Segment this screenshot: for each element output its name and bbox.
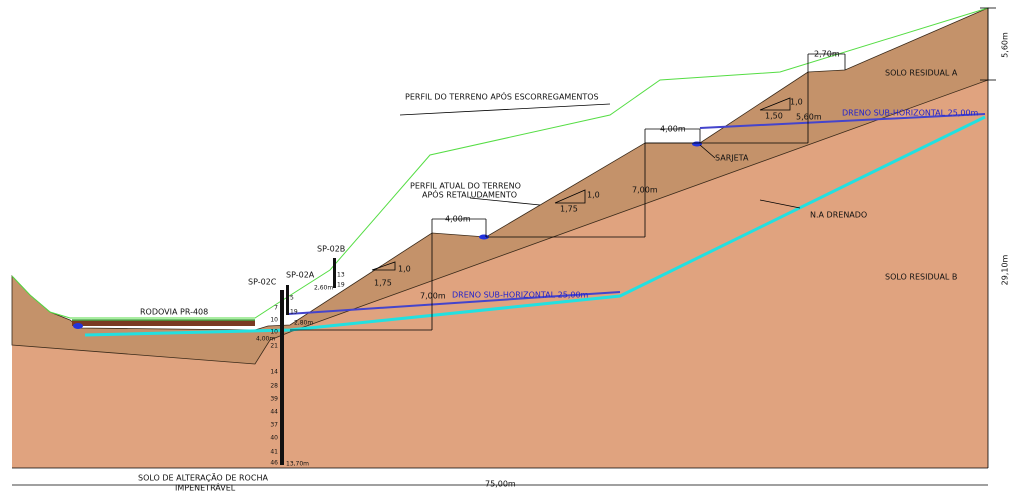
borehole <box>280 290 284 465</box>
slope-h: 1,75 <box>560 205 578 214</box>
old-profile <box>11 7 989 319</box>
water-table <box>84 115 986 337</box>
gutter-label: SARJETA <box>715 154 749 163</box>
slope-v: 1,0 <box>587 191 600 200</box>
drain <box>699 113 986 129</box>
spt-value: 7 <box>274 305 278 312</box>
slope-v: 1,0 <box>398 265 411 274</box>
spt-value: 19 <box>337 282 345 289</box>
dimension: 4,00m <box>660 125 686 134</box>
spt-value: 14 <box>270 369 278 376</box>
label: APÓS RETALUDAMENTO <box>422 189 517 200</box>
spt-value: 21 <box>270 343 278 350</box>
gutter-mark <box>479 234 489 240</box>
soil-label: SOLO DE ALTERAÇÃO DE ROCHA <box>138 473 268 483</box>
drain <box>287 291 621 315</box>
spt-value: 19 <box>290 309 298 316</box>
borehole <box>286 285 289 315</box>
dimension: 75,00m <box>485 480 516 489</box>
borehole <box>333 258 336 288</box>
spt-value: 39 <box>270 396 278 403</box>
soil-label: SOLO RESIDUAL A <box>885 69 958 78</box>
dimension: 13,70m <box>286 461 309 468</box>
spt-value: 5 <box>290 295 294 302</box>
slope-h: 1,75 <box>374 279 392 288</box>
spt-value: 41 <box>270 449 278 456</box>
dimension: 2,80m <box>294 320 313 327</box>
dimensions <box>12 7 996 486</box>
soil-label: IMPENETRÁVEL <box>175 482 236 493</box>
label: PERFIL ATUAL DO TERRENO <box>410 182 521 191</box>
water-label: N.A DRENADO <box>810 211 867 220</box>
label: PERFIL DO TERRENO APÓS ESCORREGAMENTOS <box>405 91 599 102</box>
dimension: 4,00m <box>256 336 275 343</box>
drain-label: DRENO SUB-HORIZONTAL 25,00m <box>452 291 589 300</box>
spt-values: 7 10 10 21 14 28 39 44 37 40 41 46 5 19 13 19 <box>270 272 344 467</box>
spt-value: 37 <box>270 422 278 429</box>
spt-value: 44 <box>270 409 278 416</box>
gutter-mark <box>73 323 83 329</box>
dimension: 7,00m <box>632 186 658 195</box>
borehole-name: SP-02B <box>317 245 345 254</box>
dimension: 5,60m <box>1001 32 1010 58</box>
dimension: 29,10m <box>1001 254 1010 285</box>
dimension: 2,60m <box>314 285 333 292</box>
dimension: 2,70m <box>814 50 840 59</box>
spt-value: 40 <box>270 435 278 442</box>
drain-label: DRENO SUB-HORIZONTAL 25,00m <box>842 109 979 118</box>
spt-value: 10 <box>270 317 278 324</box>
slope-h: 1,50 <box>765 112 783 121</box>
borehole-name: SP-02A <box>286 271 315 280</box>
spt-value: 28 <box>270 383 278 390</box>
road-pavement <box>72 320 255 326</box>
dimension: 7,00m <box>420 292 446 301</box>
spt-value: 13 <box>337 272 345 279</box>
dimension: 5,60m <box>796 113 822 122</box>
slope-v: 1,0 <box>790 98 803 107</box>
borehole-name: SP-02C <box>248 278 277 287</box>
spt-value: 10 <box>270 329 278 336</box>
road-label: RODOVIA PR-408 <box>140 308 208 317</box>
dimension: 4,00m <box>445 215 471 224</box>
soil-label: SOLO RESIDUAL B <box>885 273 957 282</box>
spt-value: 46 <box>270 460 278 467</box>
